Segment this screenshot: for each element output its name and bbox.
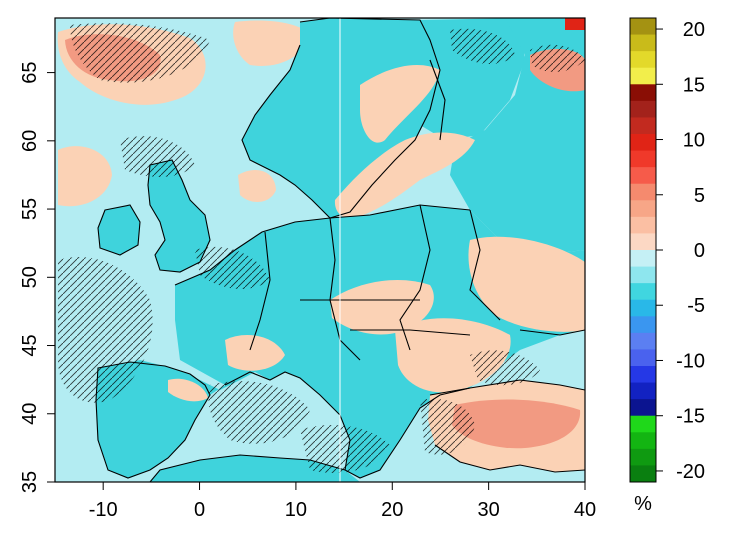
x-tick-label: -10 <box>89 499 118 521</box>
warm-patch-baltic <box>334 132 475 219</box>
colorbar-band <box>630 332 656 350</box>
significance-hatching <box>58 23 585 473</box>
colorbar-band <box>630 34 656 52</box>
colorbar-tick-label: 20 <box>683 19 705 41</box>
colorbar-unit: % <box>634 493 652 515</box>
warm-patch-northeast-edge <box>565 18 585 30</box>
colorbar-band <box>630 415 656 433</box>
colorbar-tick-label: -5 <box>687 295 705 317</box>
colorbar-band <box>630 51 656 69</box>
colorbar-band <box>630 18 656 36</box>
colorbar-tick-label: 5 <box>694 185 705 207</box>
warm-patch-iceland-sea <box>233 20 310 66</box>
colorbar-band <box>630 432 656 450</box>
colorbar-band <box>630 134 656 152</box>
colorbar-band <box>630 382 656 400</box>
warm-patch-central-europe <box>330 280 434 335</box>
land-great-britain <box>148 160 210 272</box>
warm-patch-eastern-europe <box>468 236 585 332</box>
warm-patch-gulf-of-bothnia <box>360 65 440 143</box>
colorbar-band <box>630 266 656 284</box>
map-panel <box>55 18 585 482</box>
colorbar-tick-label: -10 <box>676 350 705 372</box>
y-tick-label: 55 <box>19 198 41 220</box>
warm-patch-north-sea-west <box>238 170 276 202</box>
land-ireland <box>98 205 140 255</box>
colorbar <box>630 18 656 483</box>
warm-patch-atlantic-west <box>58 146 112 207</box>
colorbar-band <box>630 316 656 334</box>
colorbar-tick-label: 15 <box>683 74 705 96</box>
colorbar-tick-label: 10 <box>683 130 705 152</box>
colorbar-ticks: 20 15 10 5 0 -5 -10 -15 -20 <box>656 19 705 483</box>
warm-patch-turkey-core <box>452 399 581 449</box>
x-axis-ticks: -10 0 10 20 30 40 <box>89 482 596 521</box>
colorbar-band <box>630 299 656 317</box>
land-north-africa <box>150 455 360 482</box>
colorbar-tick-label: 0 <box>694 240 705 262</box>
colorbar-band <box>630 84 656 102</box>
x-tick-label: 30 <box>478 499 500 521</box>
colorbar-band <box>630 216 656 234</box>
y-tick-label: 50 <box>19 266 41 288</box>
colorbar-band <box>630 200 656 218</box>
colorbar-band <box>630 366 656 384</box>
colorbar-band <box>630 117 656 135</box>
x-tick-label: 40 <box>574 499 596 521</box>
y-tick-label: 65 <box>19 61 41 83</box>
y-axis-ticks: 35 40 45 50 55 60 65 <box>19 61 55 493</box>
y-tick-label: 40 <box>19 403 41 425</box>
land-scandinavia <box>242 18 440 218</box>
colorbar-band <box>630 167 656 185</box>
colorbar-band <box>630 465 656 483</box>
colorbar-band <box>630 349 656 367</box>
colorbar-band <box>630 67 656 85</box>
colorbar-band <box>630 250 656 268</box>
colorbar-band <box>630 283 656 301</box>
warm-patch-iberia-east <box>168 378 208 402</box>
colorbar-band <box>630 100 656 118</box>
y-tick-label: 45 <box>19 334 41 356</box>
colorbar-band <box>630 233 656 251</box>
coastlines-and-borders <box>95 18 585 482</box>
colorbar-band <box>630 183 656 201</box>
colorbar-band <box>630 150 656 168</box>
y-tick-label: 35 <box>19 471 41 493</box>
map-frame <box>54 17 586 483</box>
warm-patch-france-south <box>225 335 285 371</box>
x-tick-label: 20 <box>381 499 403 521</box>
colorbar-band <box>630 399 656 417</box>
colorbar-tick-label: -15 <box>676 406 705 428</box>
colorbar-tick-label: -20 <box>676 461 705 483</box>
x-tick-label: 0 <box>194 499 205 521</box>
y-tick-label: 60 <box>19 130 41 152</box>
x-tick-label: 10 <box>285 499 307 521</box>
colorbar-band <box>630 448 656 466</box>
